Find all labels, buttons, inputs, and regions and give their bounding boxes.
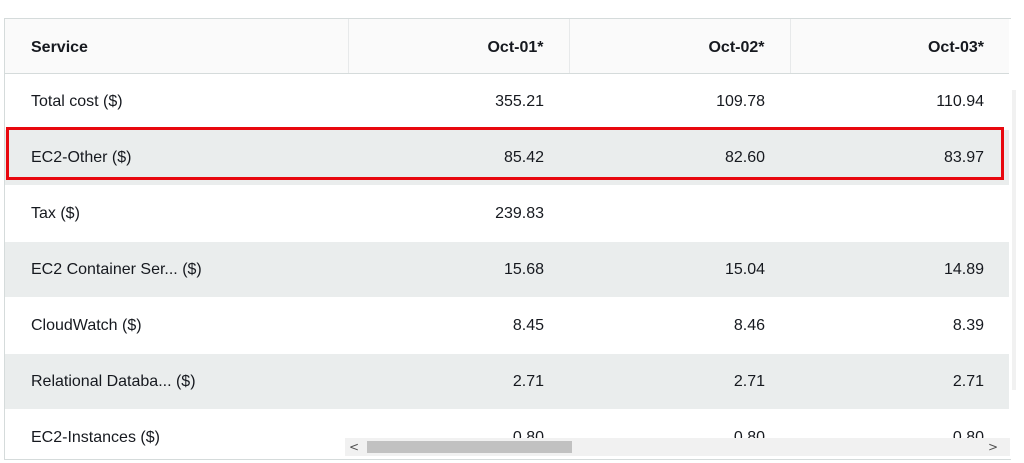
table-row-total-cost: Total cost ($) 355.21 109.78 110.94 xyxy=(5,73,1009,130)
column-header-oct-01[interactable]: Oct-01* xyxy=(347,19,569,74)
cost-table: Service Oct-01* Oct-02* Oct-03* Total co… xyxy=(5,19,1009,459)
horizontal-scrollbar[interactable]: < > xyxy=(345,438,1010,456)
table-row-cloudwatch: CloudWatch ($) 8.45 8.46 8.39 xyxy=(5,297,1009,354)
horizontal-scrollbar-thumb[interactable] xyxy=(367,441,572,453)
value-cell: 82.60 xyxy=(569,129,790,186)
cost-table-container: Service Oct-01* Oct-02* Oct-03* Total co… xyxy=(4,18,1011,460)
table-header-row: Service Oct-01* Oct-02* Oct-03* xyxy=(5,19,1009,74)
value-cell: 355.21 xyxy=(348,73,569,130)
value-cell: 2.71 xyxy=(348,353,569,410)
scroll-left-arrow-icon[interactable]: < xyxy=(348,440,360,454)
value-cell: 8.46 xyxy=(569,297,790,354)
table-row-relational-database: Relational Databa... ($) 2.71 2.71 2.71 xyxy=(5,353,1009,410)
value-cell: 110.94 xyxy=(790,73,1009,130)
table-row-tax: Tax ($) 239.83 xyxy=(5,185,1009,242)
service-cell: CloudWatch ($) xyxy=(5,297,348,354)
column-header-oct-03[interactable]: Oct-03* xyxy=(789,19,1009,74)
column-header-service[interactable]: Service xyxy=(5,19,348,74)
value-cell: 239.83 xyxy=(348,185,569,242)
table-row-ec2-container: EC2 Container Ser... ($) 15.68 15.04 14.… xyxy=(5,241,1009,298)
vertical-scrollbar[interactable] xyxy=(1012,70,1020,455)
service-cell: EC2 Container Ser... ($) xyxy=(5,241,348,298)
value-cell xyxy=(569,185,790,242)
value-cell: 8.39 xyxy=(790,297,1009,354)
service-cell: Tax ($) xyxy=(5,185,348,242)
value-cell: 83.97 xyxy=(790,129,1009,186)
service-cell: EC2-Instances ($) xyxy=(5,409,348,459)
service-cell: EC2-Other ($) xyxy=(5,129,348,186)
value-cell xyxy=(790,185,1009,242)
value-cell: 109.78 xyxy=(569,73,790,130)
value-cell: 14.89 xyxy=(790,241,1009,298)
table-row-ec2-other: EC2-Other ($) 85.42 82.60 83.97 xyxy=(5,129,1009,186)
value-cell: 2.71 xyxy=(790,353,1009,410)
service-cell: Relational Databa... ($) xyxy=(5,353,348,410)
column-header-oct-02[interactable]: Oct-02* xyxy=(568,19,790,74)
scroll-right-arrow-icon[interactable]: > xyxy=(987,440,999,454)
service-cell: Total cost ($) xyxy=(5,73,348,130)
value-cell: 2.71 xyxy=(569,353,790,410)
value-cell: 85.42 xyxy=(348,129,569,186)
value-cell: 15.68 xyxy=(348,241,569,298)
value-cell: 15.04 xyxy=(569,241,790,298)
vertical-scrollbar-thumb[interactable] xyxy=(1012,90,1016,390)
value-cell: 8.45 xyxy=(348,297,569,354)
